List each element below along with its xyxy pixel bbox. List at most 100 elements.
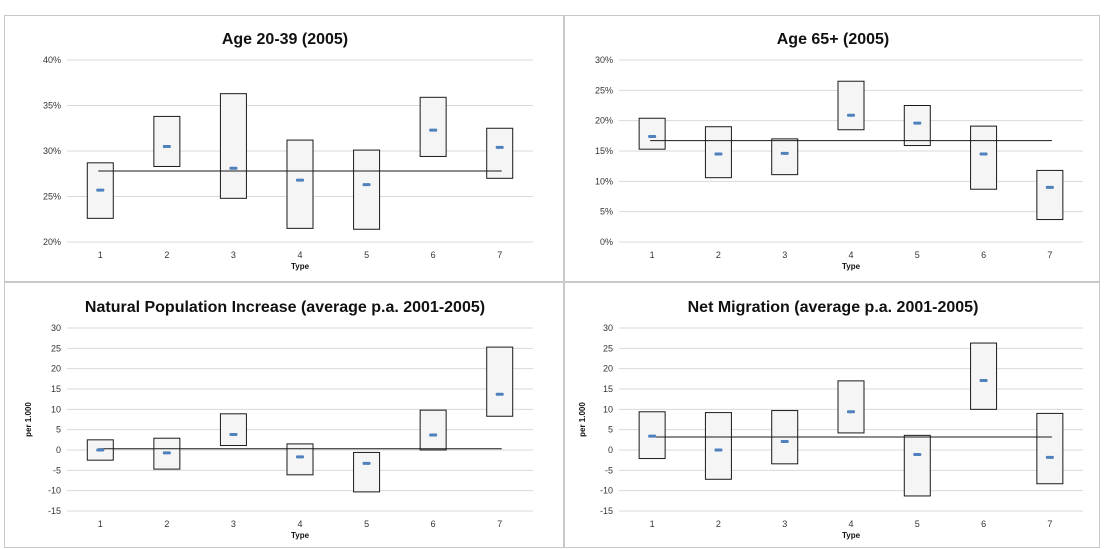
mean-marker-type-7	[1045, 185, 1054, 189]
mean-marker-type-3	[780, 151, 789, 155]
range-box-type-7	[1036, 412, 1064, 485]
y-tick-label: 15	[51, 384, 61, 394]
chart-age-20-39: Age 20-39 (2005) 20% 25% 30% 35% 40% 1 2 3 4 5 6 7 Ty…	[43, 31, 533, 271]
x-tick-label: 7	[497, 519, 502, 529]
range-box-type-5	[903, 105, 931, 147]
y-tick-label: 0%	[600, 237, 613, 247]
mean-marker-type-4	[847, 113, 855, 117]
x-tick-label: 4	[848, 250, 853, 260]
mean-marker-type-1	[96, 448, 105, 452]
range-box-type-5	[353, 451, 381, 493]
mean-marker-type-5	[362, 183, 371, 187]
range-box-type-6	[419, 96, 447, 157]
chart-title: Natural Population Increase (average p.a…	[85, 299, 485, 316]
x-tick-label: 5	[915, 519, 920, 529]
x-tick-label: 6	[431, 519, 436, 529]
x-axis-label: Type	[291, 262, 310, 271]
chart-age-65-plus: Age 65+ (2005) 0% 5% 10% 15% 20% 25% 30% 1 2 3 4 5 6 7…	[595, 31, 1083, 271]
x-tick-label: 2	[164, 250, 169, 260]
range-box-type-5	[353, 149, 381, 230]
x-tick-label: 5	[364, 519, 369, 529]
y-tick-label: 40%	[43, 55, 61, 65]
chart-natural-increase: Natural Population Increase (average p.a…	[24, 299, 533, 540]
x-tick-label: 5	[915, 250, 920, 260]
x-tick-label: 1	[650, 519, 655, 529]
range-box-type-3	[219, 413, 247, 447]
y-tick-label: 5	[608, 425, 613, 435]
chart-panel-age-20-39: Age 20-39 (2005) 20% 25% 30% 35% 40% 1 2 3 4 5 6 7 Ty…	[4, 15, 564, 282]
range-box-type-2	[704, 412, 732, 480]
x-tick-label: 6	[431, 250, 436, 260]
x-tick-label: 2	[716, 250, 721, 260]
mean-marker-type-7	[495, 145, 504, 149]
y-tick-label: -15	[600, 506, 613, 516]
y-tick-label: -5	[53, 465, 61, 475]
x-tick-label: 7	[497, 250, 502, 260]
x-tick-label: 3	[782, 519, 787, 529]
mean-marker-type-4	[847, 410, 855, 414]
mean-marker-type-5	[913, 121, 922, 125]
y-axis-label: per 1.000	[24, 402, 33, 437]
y-axis-label: per 1.000	[578, 402, 587, 437]
range-box-type-4	[286, 139, 314, 229]
chart-title: Net Migration (average p.a. 2001-2005)	[688, 299, 979, 316]
range-box-type-3	[219, 93, 247, 199]
range-box-type-7	[486, 346, 514, 417]
y-tick-label: 20	[51, 364, 61, 374]
x-tick-label: 4	[848, 519, 853, 529]
range-box-type-7	[486, 127, 514, 179]
y-tick-label: 25	[51, 343, 61, 353]
range-box-type-7	[1036, 169, 1064, 221]
y-tick-label: 30%	[595, 55, 613, 65]
range-box-type-1	[638, 117, 666, 150]
chart-title: Age 65+ (2005)	[777, 31, 890, 48]
chart-panel-natural-increase: Natural Population Increase (average p.a…	[4, 282, 564, 548]
x-tick-label: 3	[231, 250, 236, 260]
x-tick-label: 3	[782, 250, 787, 260]
mean-marker-type-6	[429, 433, 438, 437]
mean-marker-type-5	[913, 452, 922, 456]
mean-marker-type-5	[362, 461, 371, 465]
y-tick-label: 20%	[595, 116, 613, 126]
x-tick-label: 7	[1047, 250, 1052, 260]
chart-panel-age-65-plus: Age 65+ (2005) 0% 5% 10% 15% 20% 25% 30% 1 2 3 4 5 6 7…	[564, 15, 1100, 282]
x-tick-label: 4	[297, 250, 302, 260]
mean-marker-type-6	[979, 152, 988, 156]
x-tick-label: 5	[364, 250, 369, 260]
x-tick-label: 4	[297, 519, 302, 529]
y-tick-label: 25%	[595, 85, 613, 95]
x-tick-label: 1	[650, 250, 655, 260]
range-box-type-4	[837, 380, 865, 434]
mean-marker-type-6	[979, 378, 988, 382]
range-box-type-3	[771, 138, 799, 176]
mean-marker-type-3	[780, 439, 789, 443]
mean-marker-type-2	[714, 448, 723, 452]
mean-marker-type-7	[495, 392, 504, 396]
y-tick-label: 10	[51, 404, 61, 414]
x-tick-label: 6	[981, 519, 986, 529]
y-tick-label: 15	[603, 384, 613, 394]
mean-marker-type-1	[648, 434, 657, 438]
x-tick-label: 2	[164, 519, 169, 529]
y-tick-label: 10%	[595, 176, 613, 186]
range-box-type-2	[153, 115, 181, 167]
chart-panel-net-migration: Net Migration (average p.a. 2001-2005) -1…	[564, 282, 1100, 548]
mean-marker-type-3	[229, 433, 238, 437]
mean-marker-type-3	[229, 166, 238, 170]
y-tick-label: 30	[603, 323, 613, 333]
mean-marker-type-1	[648, 134, 657, 138]
range-box-type-4	[837, 80, 865, 131]
x-tick-label: 6	[981, 250, 986, 260]
y-tick-label: -5	[605, 465, 613, 475]
y-tick-label: 10	[603, 404, 613, 414]
range-box-type-5	[903, 434, 931, 497]
y-tick-label: -15	[48, 506, 61, 516]
range-box-type-6	[419, 409, 447, 451]
y-tick-label: 5	[56, 425, 61, 435]
y-tick-label: 15%	[595, 146, 613, 156]
x-tick-label: 2	[716, 519, 721, 529]
mean-marker-type-2	[162, 144, 171, 148]
range-box-type-6	[970, 342, 998, 410]
y-tick-label: 30%	[43, 146, 61, 156]
chart-title: Age 20-39 (2005)	[222, 31, 348, 48]
